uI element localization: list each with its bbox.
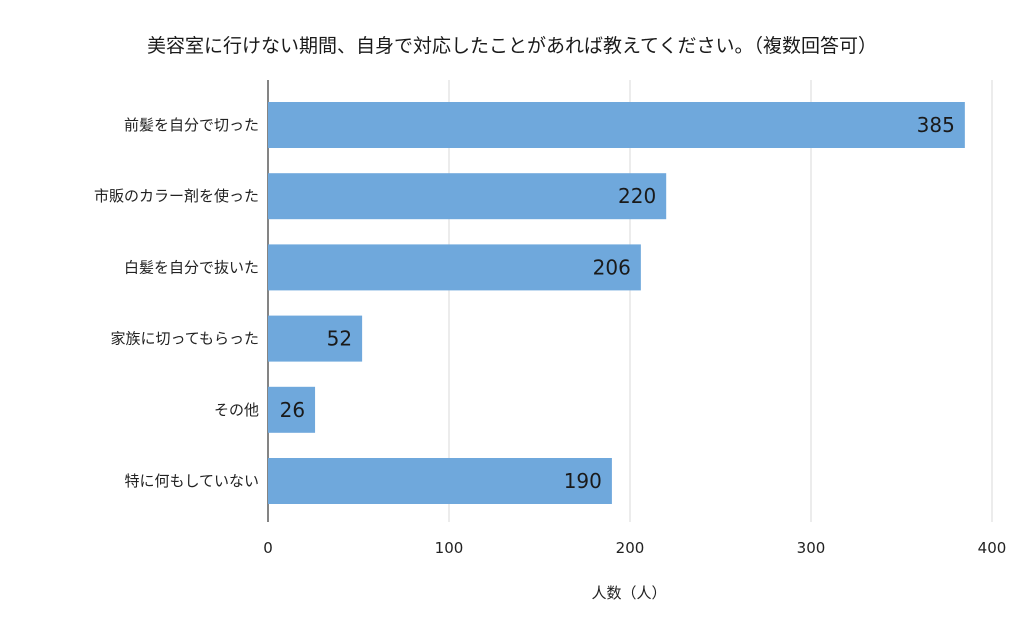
bar [268,386,316,433]
x-tick-label: 200 [616,539,645,557]
x-tick-label: 400 [978,539,1007,557]
x-tick-label: 100 [435,539,464,557]
x-axis-label: 人数（人） [591,584,666,602]
x-tick-label: 0 [263,539,273,557]
data-label: 52 [327,327,352,351]
data-label: 220 [618,184,656,208]
chart-title: 美容室に行けない期間、自身で対応したことがあれば教えてください。（複数回答可） [147,35,877,57]
category-labels: 前髪を自分で切った市販のカラー剤を使った白髪を自分で抜いた家族に切ってもらったそ… [94,116,259,490]
bar [268,244,641,291]
data-label: 190 [564,469,602,493]
category-label: 家族に切ってもらった [110,330,259,348]
data-label: 385 [917,113,955,137]
data-label: 206 [593,255,631,279]
bar [268,458,612,504]
category-label: その他 [214,401,259,419]
category-label: 白髪を自分で抜いた [124,258,259,276]
bars [268,102,965,504]
category-label: 前髪を自分で切った [124,116,259,134]
x-tick-label: 300 [797,539,826,557]
gridlines [267,80,993,522]
bar [268,102,965,148]
data-label: 26 [280,398,305,422]
category-label: 特に何もしていない [124,472,259,490]
bar [268,173,667,220]
x-tick-labels: 0 100 200 300 400 [263,539,1006,557]
data-labels: 385 220 206 52 26 190 [280,113,955,493]
category-label: 市販のカラー剤を使った [94,187,259,205]
bar [268,315,363,362]
